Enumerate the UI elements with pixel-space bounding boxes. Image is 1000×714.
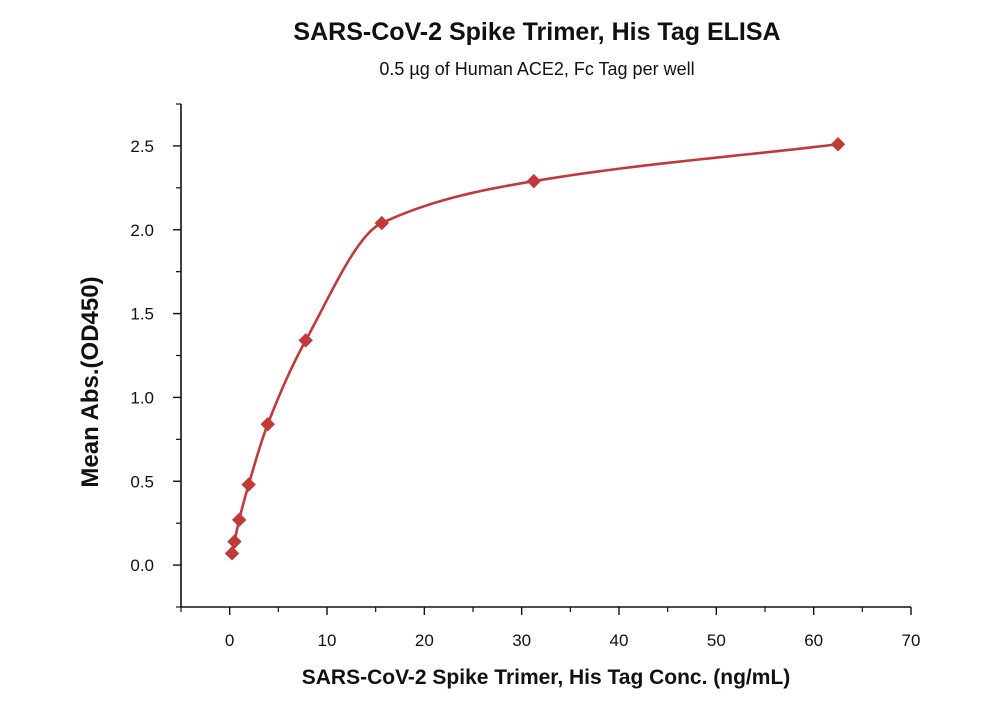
data-point <box>260 417 275 432</box>
y-axis-label: Mean Abs.(OD450) <box>77 276 104 487</box>
y-tick-label: 1.0 <box>130 388 154 407</box>
data-point <box>241 477 256 492</box>
data-point <box>526 173 542 189</box>
x-tick-label: 20 <box>415 631 434 650</box>
data-point <box>227 534 242 549</box>
data-point <box>231 512 247 528</box>
x-tick-label: 40 <box>610 631 629 650</box>
data-point <box>374 215 390 231</box>
x-tick-label: 30 <box>512 631 531 650</box>
x-tick-label: 50 <box>707 631 726 650</box>
chart-title: SARS-CoV-2 Spike Trimer, His Tag ELISA <box>293 18 780 46</box>
y-tick-label: 0.0 <box>130 556 154 575</box>
data-point <box>830 137 846 152</box>
y-tick-label: 2.5 <box>130 137 154 156</box>
x-axis-label: SARS-CoV-2 Spike Trimer, His Tag Conc. (… <box>302 666 791 689</box>
axes: 0.0 0.5 1.0 1.5 2.0 2.5 0 10 20 30 40 50 60 70 <box>130 103 921 650</box>
chart-subtitle: 0.5 µg of Human ACE2, Fc Tag per well <box>379 59 694 79</box>
y-tick-label: 2.0 <box>130 221 154 240</box>
x-tick-label: 0 <box>225 631 234 650</box>
fit-curve <box>230 142 839 554</box>
data-point <box>298 333 313 348</box>
x-tick-label: 10 <box>318 631 337 650</box>
data-points-layer <box>224 137 846 561</box>
x-tick-label: 60 <box>804 631 823 650</box>
y-tick-label: 0.5 <box>130 472 154 491</box>
y-tick-label: 1.5 <box>130 305 154 324</box>
fit-curve-layer <box>230 142 839 554</box>
x-tick-label: 70 <box>902 631 921 650</box>
data-point <box>224 546 240 561</box>
